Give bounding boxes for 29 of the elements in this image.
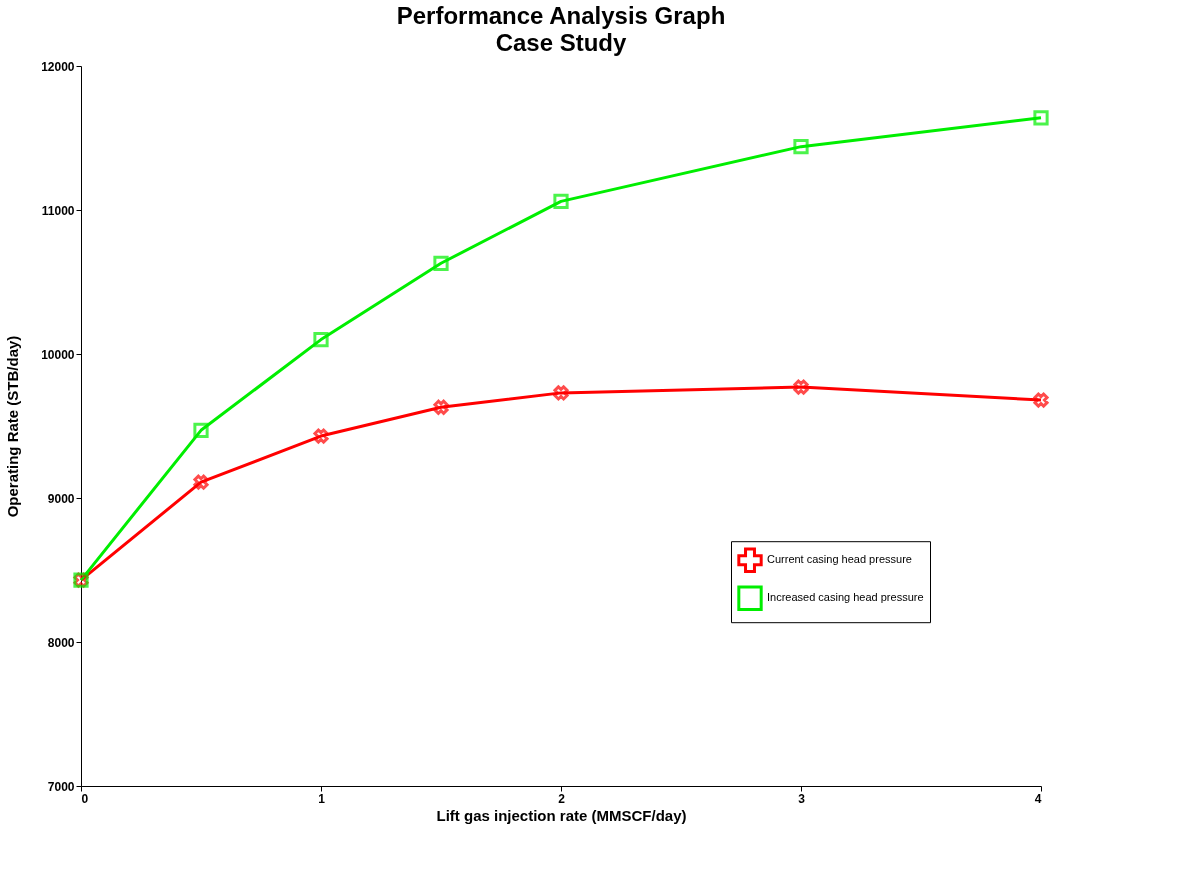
legend-label: Increased casing head pressure	[767, 591, 924, 604]
x-tick-label: 0	[81, 791, 89, 806]
point	[193, 422, 209, 438]
point	[553, 385, 569, 401]
x-tick-label: 3	[798, 791, 806, 806]
point	[433, 255, 449, 271]
chart-title: Performance Analysis Graph	[396, 2, 726, 29]
x-tick-label: 1	[318, 791, 326, 806]
x-axis-title: Lift gas injection rate (MMSCF/day)	[436, 806, 687, 824]
x-tick-label: 4	[1034, 791, 1042, 806]
point	[313, 331, 329, 348]
x-tick-label: 2	[558, 791, 566, 806]
point	[313, 428, 329, 444]
point	[553, 193, 569, 209]
y-tick-label: 10000	[41, 347, 75, 362]
point	[193, 474, 209, 490]
y-tick-label: 11000	[41, 203, 75, 218]
point	[793, 139, 809, 155]
point	[1033, 392, 1049, 408]
y-tick-label: 8000	[47, 635, 75, 650]
point	[793, 379, 809, 395]
chart-subtitle: Case Study	[495, 29, 627, 56]
legend-label: Current casing head pressure	[767, 553, 912, 566]
y-axis-title: Operating Rate (STB/day)	[4, 335, 22, 518]
y-tick-label: 12000	[41, 59, 75, 74]
y-tick-label: 9000	[47, 491, 75, 506]
point	[433, 399, 449, 415]
y-tick-label: 7000	[47, 779, 75, 794]
point	[1033, 110, 1049, 126]
